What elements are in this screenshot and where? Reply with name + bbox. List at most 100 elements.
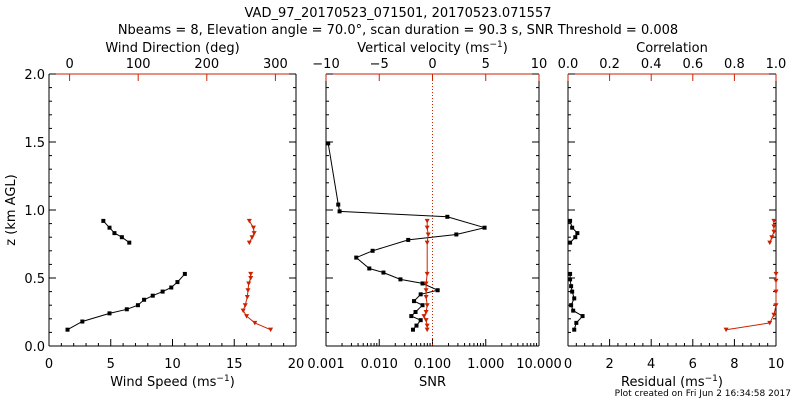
x-axis-label: Residual (ms−1) <box>621 374 723 390</box>
data-point <box>252 320 258 326</box>
x-tick-label: 0.001 <box>307 357 344 372</box>
data-point <box>421 314 427 319</box>
data-point <box>424 218 430 224</box>
x-tick-label: 0 <box>45 357 53 372</box>
x-tick-label: 8 <box>730 357 738 372</box>
data-point <box>142 297 147 302</box>
y-tick-label: 2.0 <box>24 68 45 83</box>
x-tick-label: 0.100 <box>414 357 451 372</box>
data-point <box>424 323 430 329</box>
data-point <box>251 231 257 236</box>
data-point <box>418 318 423 323</box>
data-point <box>572 296 577 301</box>
data-point <box>124 307 129 312</box>
data-point <box>160 289 165 294</box>
data-point <box>423 295 429 300</box>
data-point <box>773 271 779 277</box>
data-point <box>574 320 579 325</box>
data-point <box>414 323 419 328</box>
x-tick-label: 2 <box>605 357 613 372</box>
data-point <box>423 318 429 323</box>
x-tick-label: 4 <box>647 357 655 372</box>
data-point <box>112 231 117 236</box>
data-point <box>381 270 386 275</box>
data-point <box>398 277 403 282</box>
data-point <box>244 314 250 319</box>
top-tick-label: 0.8 <box>724 57 745 72</box>
data-point <box>445 214 450 219</box>
top-tick-label: 0 <box>65 57 73 72</box>
x-tick-label: 0 <box>564 357 572 372</box>
data-point <box>127 240 132 245</box>
data-point <box>101 218 106 223</box>
data-point <box>723 327 729 333</box>
data-point <box>424 327 430 333</box>
data-point <box>336 202 341 207</box>
data-point <box>573 235 578 240</box>
data-point <box>771 218 777 224</box>
data-point <box>337 209 342 214</box>
top-tick-label: 10 <box>531 57 548 72</box>
data-point <box>367 266 372 271</box>
data-point <box>250 225 256 231</box>
top-tick-label: 0.2 <box>599 57 620 72</box>
data-point <box>242 303 248 308</box>
x-axis-label: Wind Speed (ms−1) <box>110 374 235 390</box>
data-point <box>246 240 252 246</box>
data-point <box>568 271 573 276</box>
data-point <box>107 225 112 230</box>
y-tick-label: 0.5 <box>24 272 45 287</box>
top-tick-label: 1.0 <box>766 57 787 72</box>
y-tick-label: 1.5 <box>24 136 45 151</box>
data-point <box>420 281 425 286</box>
data-point <box>773 303 779 308</box>
data-point <box>418 292 423 297</box>
data-point <box>423 281 429 286</box>
figure-title: VAD_97_20170523_071501, 20170523.071557 <box>245 6 552 21</box>
data-point <box>240 308 246 314</box>
data-point <box>580 314 585 319</box>
data-point <box>248 276 254 281</box>
top-tick-label: 0.0 <box>558 57 579 72</box>
data-point <box>65 327 70 332</box>
series-line <box>569 273 584 330</box>
data-point <box>244 295 250 300</box>
data-point <box>135 303 140 308</box>
data-point <box>248 271 254 277</box>
data-point <box>482 225 487 230</box>
x-axis-label: SNR <box>419 375 446 390</box>
data-point <box>413 310 418 314</box>
y-tick-label: 0.0 <box>24 340 45 355</box>
data-point <box>246 281 252 286</box>
data-point <box>169 285 174 290</box>
data-point <box>246 218 252 224</box>
data-point <box>370 248 375 253</box>
data-point <box>570 289 575 294</box>
data-point <box>771 312 777 318</box>
y-tick-label: 1.0 <box>24 204 45 219</box>
data-point <box>107 311 112 316</box>
series-line <box>327 143 487 331</box>
top-tick-label: −5 <box>370 57 389 72</box>
data-point <box>354 255 359 260</box>
data-point <box>326 141 331 146</box>
top-tick-label: −10 <box>312 57 339 72</box>
data-point <box>150 293 155 298</box>
data-point <box>771 224 777 229</box>
top-axis-label: Vertical velocity (ms−1) <box>357 40 508 56</box>
data-point <box>568 218 573 223</box>
top-tick-label: 100 <box>126 57 151 72</box>
series-line <box>67 273 186 331</box>
data-point <box>569 284 574 289</box>
data-point <box>245 288 251 293</box>
top-tick-label: 300 <box>263 57 288 72</box>
data-point <box>406 237 411 242</box>
data-point <box>767 320 773 326</box>
data-point <box>423 288 429 293</box>
data-point <box>575 231 580 236</box>
top-tick-label: 0 <box>428 57 436 72</box>
data-point <box>767 240 773 246</box>
top-axis-label: Correlation <box>636 41 708 56</box>
data-point <box>424 271 430 277</box>
